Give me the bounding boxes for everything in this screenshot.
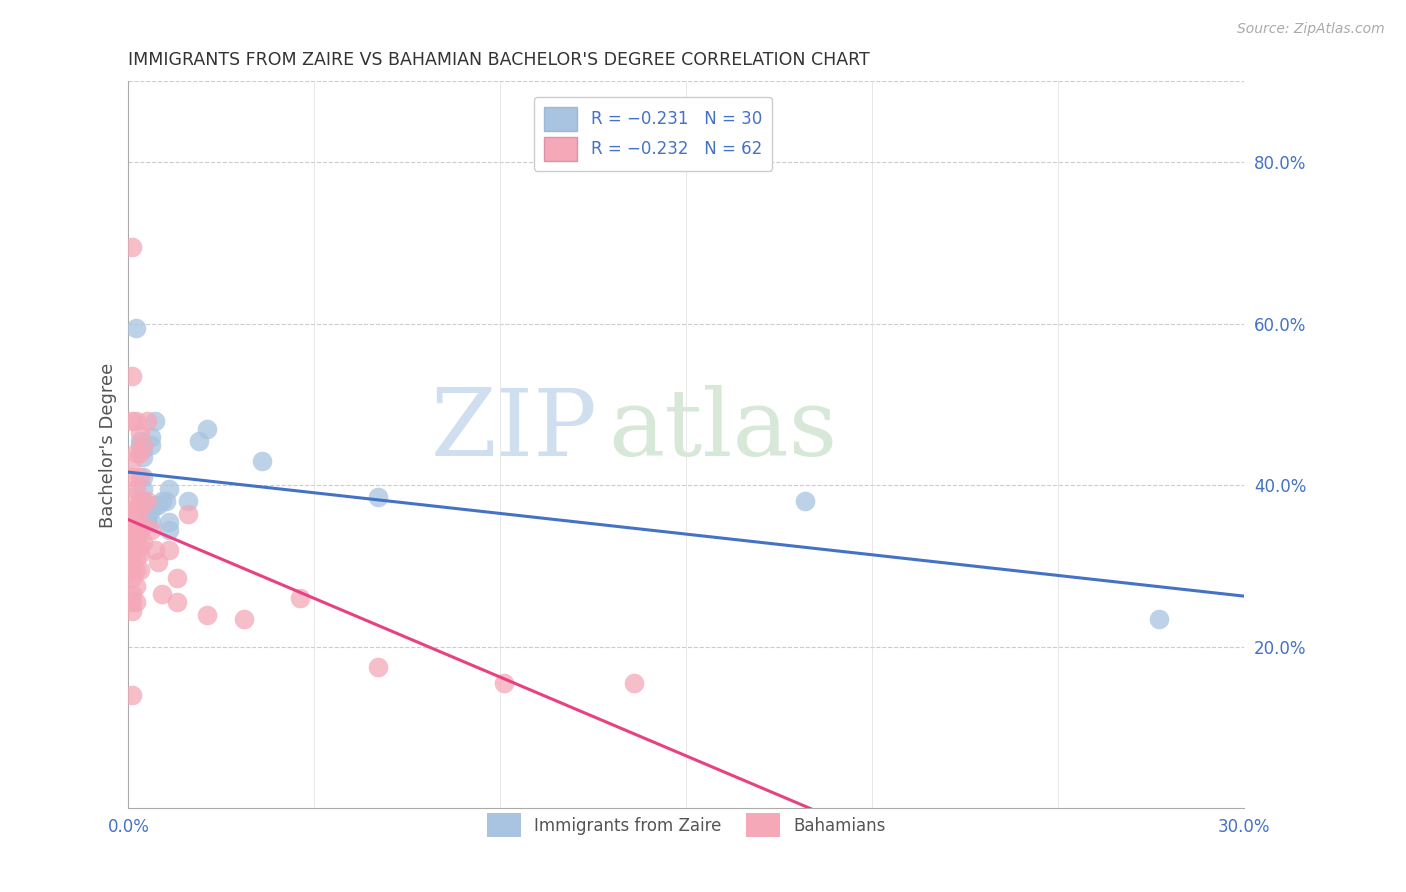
Point bbox=[121, 240, 143, 254]
Point bbox=[121, 502, 143, 516]
Point bbox=[121, 531, 143, 545]
Point bbox=[128, 523, 150, 537]
Point bbox=[125, 483, 148, 497]
Point bbox=[148, 499, 170, 513]
Point bbox=[125, 518, 148, 533]
Point bbox=[128, 539, 150, 553]
Point bbox=[166, 571, 188, 585]
Point bbox=[128, 438, 150, 452]
Point bbox=[125, 563, 148, 577]
Point bbox=[139, 430, 162, 444]
Point bbox=[157, 523, 180, 537]
Point bbox=[125, 531, 148, 545]
Point bbox=[128, 563, 150, 577]
Point bbox=[128, 434, 150, 448]
Point bbox=[139, 438, 162, 452]
Point bbox=[132, 534, 155, 549]
Point bbox=[195, 422, 218, 436]
Point bbox=[121, 526, 143, 541]
Point bbox=[121, 518, 143, 533]
Point bbox=[155, 494, 177, 508]
Point bbox=[367, 491, 389, 505]
Point bbox=[1147, 611, 1170, 625]
Point bbox=[121, 470, 143, 484]
Point bbox=[121, 571, 143, 585]
Point bbox=[136, 515, 159, 529]
Point bbox=[125, 414, 148, 428]
Point bbox=[188, 434, 211, 448]
Point bbox=[132, 494, 155, 508]
Point bbox=[125, 595, 148, 609]
Point bbox=[143, 499, 166, 513]
Point bbox=[166, 595, 188, 609]
Point bbox=[121, 587, 143, 601]
Point bbox=[132, 470, 155, 484]
Point bbox=[132, 442, 155, 456]
Point bbox=[143, 543, 166, 558]
Point bbox=[125, 446, 148, 460]
Point bbox=[121, 534, 143, 549]
Point bbox=[136, 414, 159, 428]
Point bbox=[252, 454, 274, 468]
Point bbox=[195, 607, 218, 622]
Point bbox=[132, 518, 155, 533]
Point bbox=[125, 579, 148, 593]
Point bbox=[794, 494, 817, 508]
Point bbox=[136, 494, 159, 508]
Point bbox=[177, 494, 200, 508]
Text: atlas: atlas bbox=[609, 385, 838, 475]
Point bbox=[121, 515, 143, 529]
Point bbox=[132, 483, 155, 497]
Point bbox=[128, 547, 150, 561]
Point bbox=[125, 507, 148, 521]
Point bbox=[139, 523, 162, 537]
Point bbox=[132, 438, 155, 452]
Text: IMMIGRANTS FROM ZAIRE VS BAHAMIAN BACHELOR'S DEGREE CORRELATION CHART: IMMIGRANTS FROM ZAIRE VS BAHAMIAN BACHEL… bbox=[128, 51, 870, 69]
Point bbox=[232, 611, 254, 625]
Point bbox=[121, 547, 143, 561]
Point bbox=[121, 595, 143, 609]
Point bbox=[128, 446, 150, 460]
Text: Source: ZipAtlas.com: Source: ZipAtlas.com bbox=[1237, 22, 1385, 37]
Point bbox=[143, 414, 166, 428]
Point bbox=[136, 502, 159, 516]
Point bbox=[623, 676, 645, 690]
Point bbox=[125, 551, 148, 566]
Point bbox=[367, 660, 389, 674]
Point bbox=[132, 450, 155, 464]
Y-axis label: Bachelor's Degree: Bachelor's Degree bbox=[100, 362, 117, 527]
Point bbox=[150, 494, 173, 508]
Point bbox=[157, 515, 180, 529]
Point bbox=[148, 555, 170, 569]
Point bbox=[121, 369, 143, 384]
Point bbox=[139, 515, 162, 529]
Point bbox=[157, 543, 180, 558]
Point bbox=[121, 414, 143, 428]
Point bbox=[121, 555, 143, 569]
Point bbox=[139, 502, 162, 516]
Point bbox=[128, 425, 150, 440]
Point bbox=[121, 491, 143, 505]
Point bbox=[177, 507, 200, 521]
Point bbox=[157, 483, 180, 497]
Point bbox=[128, 470, 150, 484]
Point bbox=[136, 499, 159, 513]
Point bbox=[128, 502, 150, 516]
Legend: Immigrants from Zaire, Bahamians: Immigrants from Zaire, Bahamians bbox=[481, 807, 893, 844]
Point bbox=[121, 454, 143, 468]
Point bbox=[128, 494, 150, 508]
Point bbox=[121, 507, 143, 521]
Point bbox=[121, 543, 143, 558]
Point bbox=[121, 689, 143, 703]
Point bbox=[150, 587, 173, 601]
Point bbox=[121, 563, 143, 577]
Point bbox=[121, 603, 143, 617]
Point bbox=[136, 510, 159, 524]
Text: ZIP: ZIP bbox=[430, 385, 598, 475]
Point bbox=[125, 320, 148, 334]
Point bbox=[494, 676, 516, 690]
Point bbox=[288, 591, 311, 606]
Point bbox=[125, 539, 148, 553]
